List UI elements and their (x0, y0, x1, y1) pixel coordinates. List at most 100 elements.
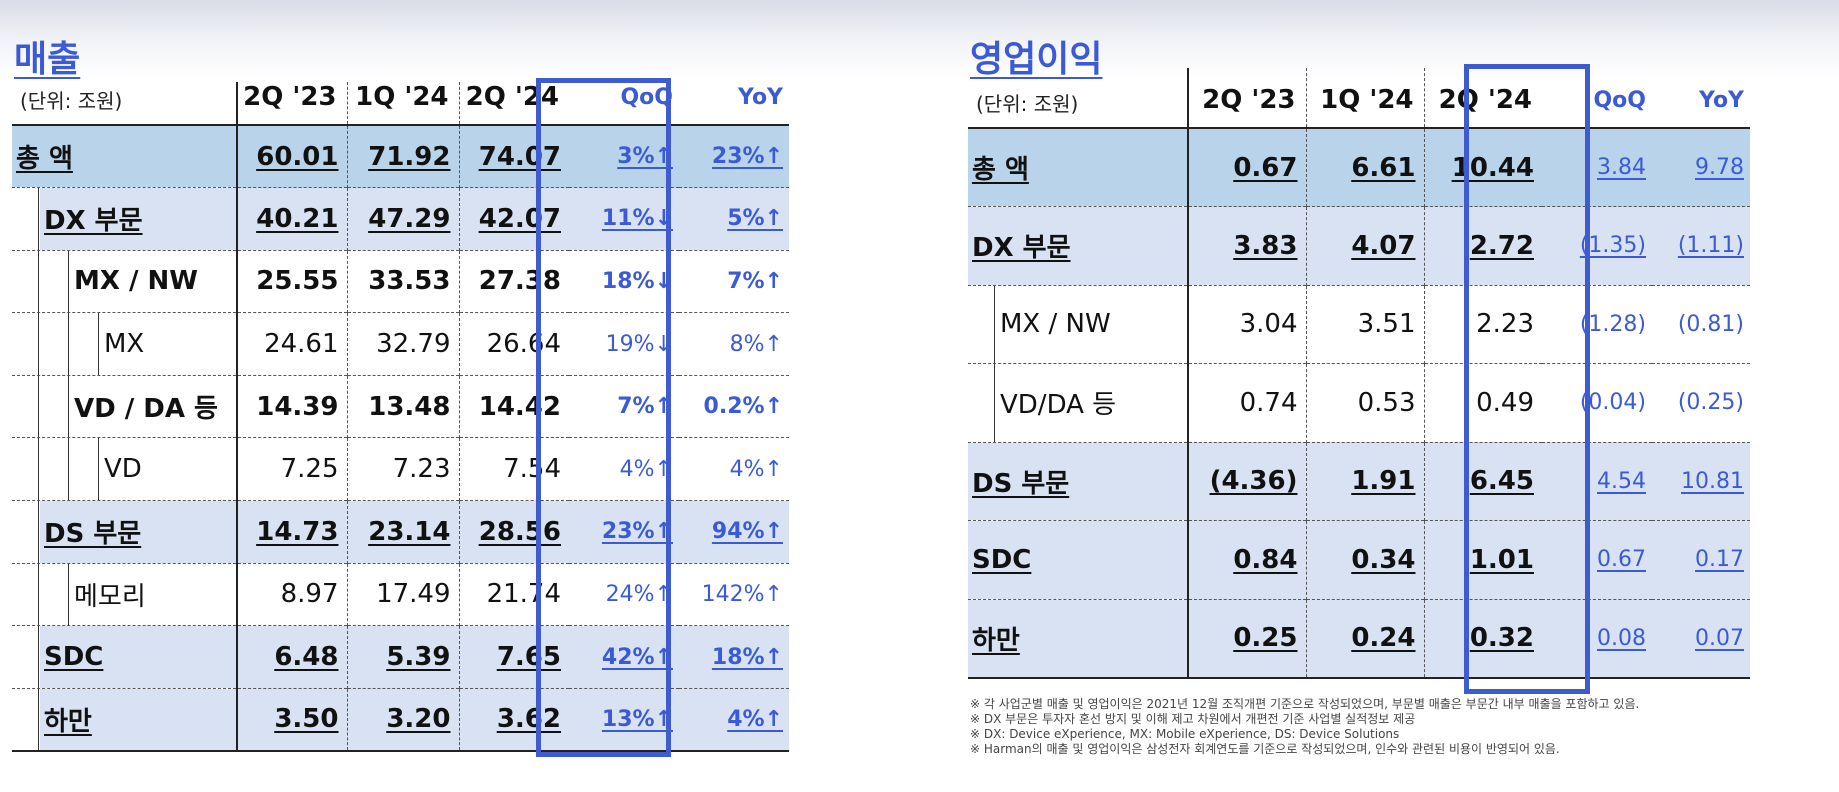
row-label-cell: 하만 (12, 688, 238, 751)
value-text: 0.24 (1351, 623, 1416, 653)
qoq-text: (1.28) (1579, 311, 1646, 337)
column-header: 1Q '24 (1306, 68, 1425, 128)
yoy-cell: 23%↑ (679, 125, 789, 188)
value-cell: 25.55 (237, 250, 348, 313)
value-cell: 14.73 (237, 500, 348, 564)
yoy-text: (0.25) (1677, 390, 1744, 416)
value-text: 0.34 (1351, 544, 1416, 575)
indent-guide (38, 375, 39, 438)
value-cell: 71.92 (347, 125, 460, 188)
yoy-text: 5%↑ (727, 206, 783, 232)
value-text: 7.65 (496, 642, 561, 673)
indent-guide (68, 563, 69, 626)
value-cell: 7.65 (459, 625, 569, 689)
row-label: VD (104, 454, 142, 485)
yoy-text: 142%↑ (701, 581, 783, 607)
revenue-table-panel: (단위: 조원) 2Q '23 1Q '24 2Q '24 QoQ YoY 총 액 60.01… (12, 78, 920, 757)
indent-guide (68, 250, 69, 313)
value-cell: 1.01 (1424, 520, 1542, 599)
row-label-cell: DX 부문 (12, 187, 238, 251)
footnote: ※ DX 부문은 투자자 혼선 방지 및 이해 제고 차원에서 개편전 기준 사… (970, 712, 1416, 726)
table-row: DX 부문 3.83 4.07 2.72 (1.35) (1.11) (968, 206, 1750, 285)
yoy-cell: (0.25) (1652, 364, 1750, 443)
value-cell: 60.01 (237, 125, 348, 188)
row-label: SDC (972, 544, 1032, 575)
value-text: 3.04 (1239, 309, 1298, 340)
yoy-cell: 4%↑ (679, 688, 789, 751)
table-row: VD 7.25 7.23 7.54 4%↑ 4%↑ (12, 437, 789, 501)
row-label: VD/DA 등 (1000, 390, 1117, 421)
column-header: 1Q '24 (347, 82, 460, 125)
value-cell: 3.04 (1188, 285, 1307, 364)
footnote: ※ 각 사업군별 매출 및 영업이익은 2021년 12월 조직개편 기준으로 … (970, 697, 1640, 711)
value-text: 0.32 (1469, 623, 1534, 653)
row-label: DS 부문 (44, 519, 142, 550)
qoq-text: 0.08 (1597, 625, 1646, 651)
qoq-text: 18%↓ (601, 268, 673, 294)
value-cell: 6.45 (1424, 442, 1542, 521)
table-row: 총 액 0.67 6.61 10.44 3.84 9.78 (968, 128, 1750, 207)
value-cell: 47.29 (347, 187, 460, 251)
value-text: 0.67 (1233, 152, 1298, 183)
value-cell: 24.61 (237, 312, 348, 376)
qoq-text: 4%↑ (619, 456, 673, 482)
value-text: 25.55 (256, 266, 339, 297)
qoq-text: 13%↑ (601, 706, 673, 732)
row-label-cell: 하만 (968, 599, 1189, 678)
yoy-cell: 10.81 (1652, 442, 1750, 521)
unit-label: (단위: 조원) (12, 82, 238, 125)
row-shade: DX 부문 (968, 207, 1187, 285)
qoq-text: 4.54 (1597, 468, 1646, 494)
value-text: 74.07 (478, 141, 561, 172)
row-shade: DS 부문 (40, 501, 236, 563)
row-label: MX / NW (74, 266, 198, 297)
table-row: 하만 0.25 0.24 0.32 0.08 0.07 (968, 599, 1750, 678)
table-row: MX 24.61 32.79 26.64 19%↓ 8%↑ (12, 312, 789, 376)
row-label-cell: SDC (968, 520, 1189, 599)
value-text: 7.54 (503, 454, 561, 485)
value-cell: (4.36) (1188, 442, 1307, 521)
header-row: (단위: 조원) 2Q '23 1Q '24 2Q '24 QoQ YoY (968, 68, 1750, 128)
yoy-text: (0.81) (1677, 311, 1744, 337)
row-label: SDC (44, 642, 104, 673)
value-cell: 17.49 (347, 563, 460, 626)
value-cell: 14.42 (459, 375, 569, 438)
value-text: 3.51 (1357, 309, 1416, 340)
yoy-text: 23%↑ (711, 144, 783, 170)
qoq-text: 42%↑ (601, 644, 673, 670)
qoq-text: (0.04) (1579, 390, 1646, 416)
value-text: 71.92 (368, 141, 451, 172)
qoq-cell: 0.67 (1542, 520, 1652, 599)
value-text: 0.49 (1476, 387, 1534, 418)
table-row: VD / DA 등 14.39 13.48 14.42 7%↑ 0.2%↑ (12, 375, 789, 438)
value-text: 40.21 (256, 203, 339, 234)
value-cell: 0.34 (1306, 520, 1425, 599)
table-row: DS 부문 14.73 23.14 28.56 23%↑ 94%↑ (12, 500, 789, 564)
header-row: (단위: 조원) 2Q '23 1Q '24 2Q '24 QoQ YoY (12, 82, 789, 125)
value-cell: 7.25 (237, 437, 348, 501)
column-header: 2Q '24 (1438, 85, 1532, 115)
value-cell: 0.53 (1306, 363, 1425, 442)
value-cell: 6.61 (1306, 128, 1425, 207)
row-shade: 총 액 (12, 126, 236, 188)
footnote: ※ Harman의 매출 및 영업이익은 삼성전자 회계연도를 기준으로 작성되… (970, 742, 1560, 756)
yoy-cell: 9.78 (1652, 128, 1750, 207)
qoq-cell: 18%↓ (569, 250, 679, 313)
value-cell: 42.07 (459, 187, 569, 251)
yoy-text: 10.81 (1681, 468, 1744, 494)
value-cell: 40.21 (237, 187, 348, 251)
row-label-cell: 총 액 (968, 128, 1189, 207)
value-cell: 7.23 (347, 437, 460, 501)
qoq-text: (1.35) (1579, 233, 1646, 259)
row-label: DX 부문 (972, 233, 1071, 264)
row-label-cell: DS 부문 (12, 500, 238, 564)
yoy-text: 18%↑ (711, 644, 783, 670)
indent-guide (68, 313, 69, 375)
qoq-cell: 4%↑ (569, 438, 679, 501)
value-text: 21.74 (486, 579, 561, 610)
yoy-text: 0.07 (1695, 625, 1744, 651)
value-cell: 3.50 (237, 688, 348, 751)
table-row: 총 액 60.01 71.92 74.07 3%↑ 23%↑ (12, 125, 789, 188)
value-text: 6.61 (1351, 152, 1416, 183)
row-label-cell: VD (12, 437, 238, 501)
